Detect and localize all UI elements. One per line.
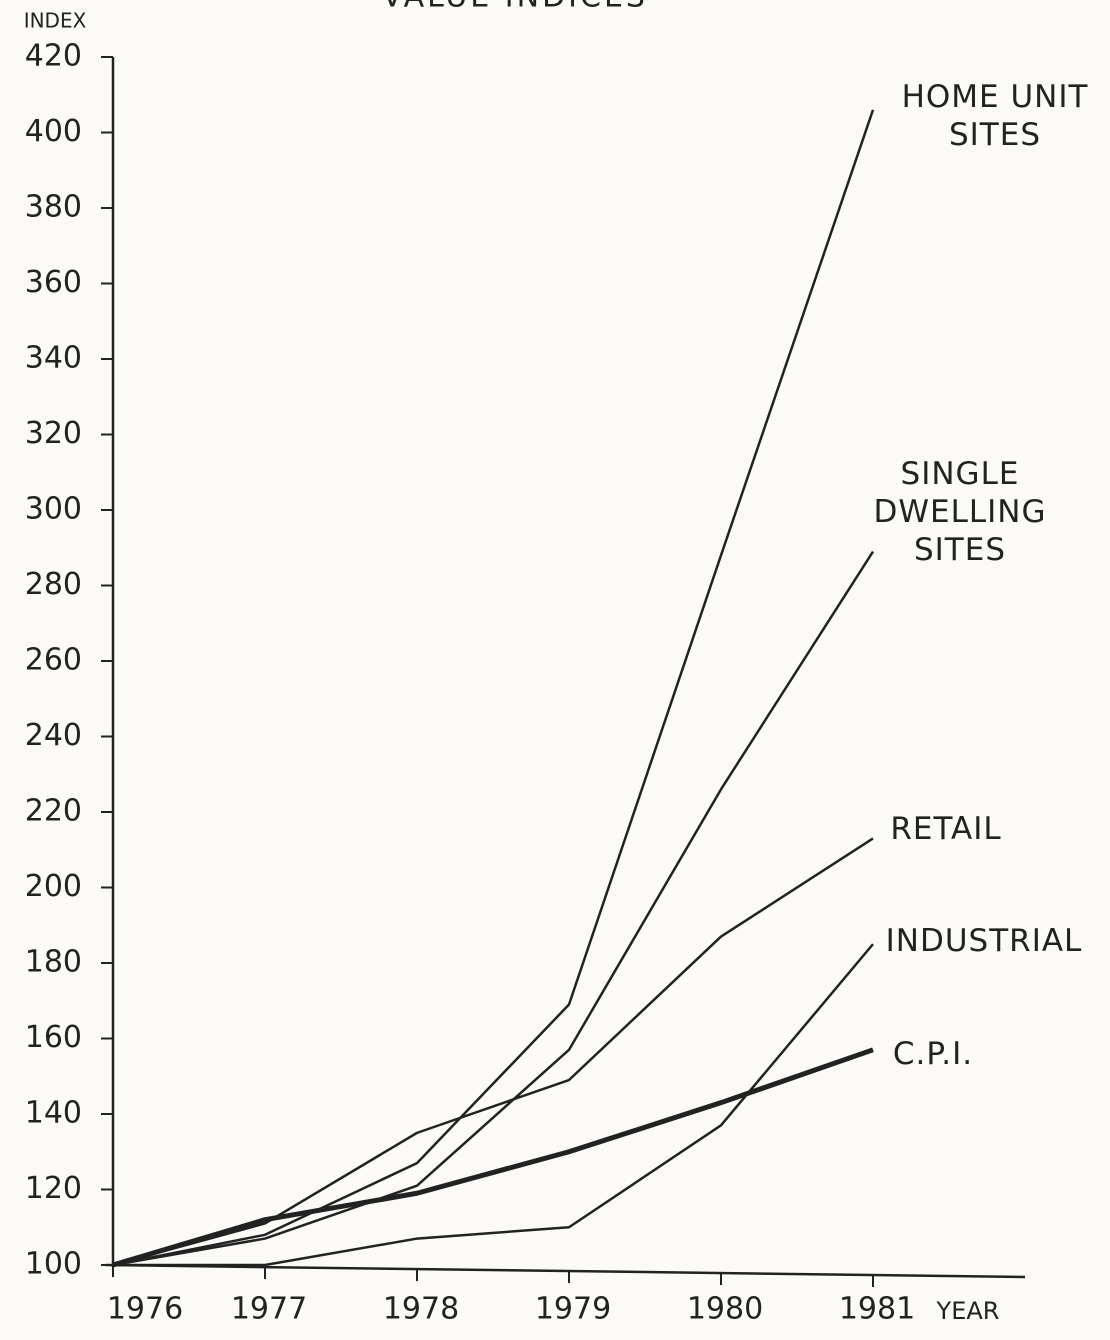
y-tick-label: 220 [25,794,82,829]
series-label: C.P.I. [892,1036,974,1072]
y-tick-label: 280 [25,567,82,602]
chart-title: VALUE INDICES [382,0,648,15]
y-tick-label: 200 [25,869,82,904]
x-axis [105,1263,1026,1279]
x-tick-label: 1976 [107,1292,183,1327]
y-tick-label: 260 [25,643,82,678]
series-line [113,943,874,1267]
y-tick-label: 380 [25,190,82,225]
series-label: RETAIL [890,811,1002,847]
y-tick-label: 420 [25,39,82,74]
series-label: HOME UNIT SITES [901,79,1089,153]
x-axis-label: YEAR [936,1297,1000,1325]
series-line [112,550,875,1267]
y-tick-label: 300 [25,492,82,527]
y-tick-label: 320 [25,416,82,451]
y-axis-label: INDEX [24,9,87,33]
x-tick-label: 1981 [839,1292,915,1327]
y-tick-label: 140 [25,1096,82,1131]
x-tick-label: 1980 [687,1292,763,1327]
y-tick-label: 240 [25,718,82,753]
series-label: SINGLE DWELLING SITES [873,456,1047,568]
series-line [112,1047,874,1268]
y-tick-label: 160 [25,1020,82,1055]
y-tick-label: 120 [25,1171,82,1206]
x-tick-label: 1978 [383,1292,459,1327]
y-tick-label: 360 [25,265,82,300]
series-line [112,837,874,1267]
x-tick-label: 1977 [231,1292,307,1327]
y-tick-label: 400 [25,114,82,149]
y-tick-label: 180 [25,945,82,980]
series-label: INDUSTRIAL [885,923,1083,959]
y-tick-label: 340 [25,341,82,376]
x-tick-label: 1979 [535,1292,611,1327]
series-line [112,109,875,1267]
y-tick-label: 100 [25,1247,82,1282]
